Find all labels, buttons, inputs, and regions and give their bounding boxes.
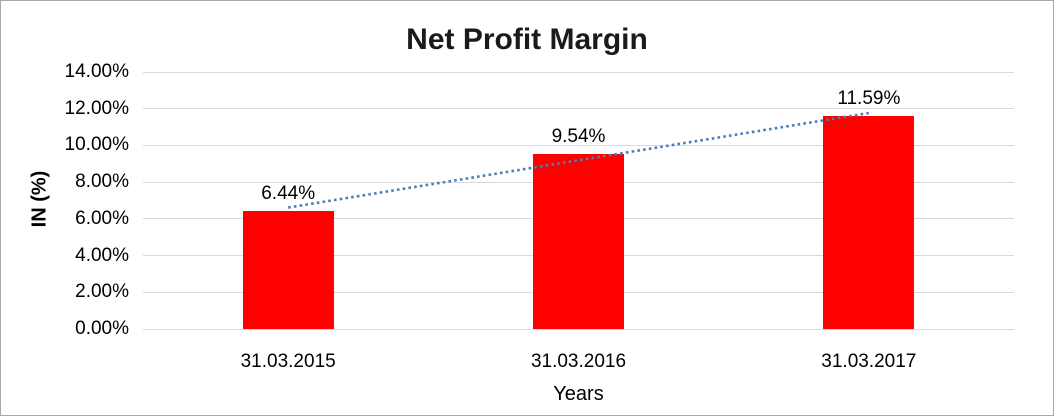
x-axis-category-labels: 31.03.2015 31.03.2016 31.03.2017 xyxy=(143,351,1014,375)
bar xyxy=(823,116,915,329)
bar-value-label: 9.54% xyxy=(551,125,606,147)
y-tick-label: 8.00% xyxy=(75,171,129,193)
y-tick-label: 4.00% xyxy=(75,244,129,266)
y-axis-tick-labels: 0.00% 2.00% 4.00% 6.00% 8.00% 10.00% 12.00% 14.… xyxy=(1,1,129,415)
bar-value-label: 6.44% xyxy=(261,182,316,204)
y-tick-label: 10.00% xyxy=(64,134,129,156)
y-tick-label: 14.00% xyxy=(64,61,129,82)
bar xyxy=(242,210,334,329)
bar-value-label: 11.59% xyxy=(837,88,901,110)
bar xyxy=(533,153,624,329)
y-tick-label: 0.00% xyxy=(75,318,129,339)
gridline xyxy=(143,108,1014,110)
x-category-label: 31.03.2017 xyxy=(821,351,917,372)
x-category-label: 31.03.2015 xyxy=(240,351,336,372)
gridline xyxy=(143,328,1014,330)
y-tick-label: 2.00% xyxy=(75,281,129,303)
y-tick-label: 6.00% xyxy=(75,207,129,229)
y-tick-label: 12.00% xyxy=(64,97,129,119)
x-category-label: 31.03.2016 xyxy=(530,351,627,372)
x-axis-title: Years xyxy=(553,383,604,405)
chart-title: Net Profit Margin xyxy=(406,23,648,56)
gridline xyxy=(143,71,1014,73)
plot-area: 6.44% 9.54% 11.59% xyxy=(143,71,1014,330)
